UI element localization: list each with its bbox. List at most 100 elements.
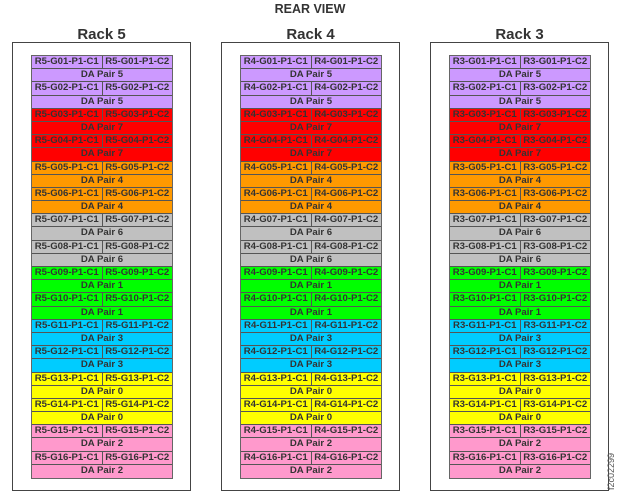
pair-row: DA Pair 4 xyxy=(32,201,172,215)
da-pair-label: DA Pair 6 xyxy=(498,253,542,265)
port-cell: R3-G09-P1-C1 xyxy=(452,267,517,278)
pair-row: DA Pair 7 xyxy=(450,121,590,136)
port-cell: R3-G03-P1-C2 xyxy=(519,108,591,121)
da-pair-label: DA Pair 4 xyxy=(498,201,542,213)
da-pair-label: DA Pair 0 xyxy=(80,385,124,397)
port-cell: R4-G07-P1-C1 xyxy=(243,214,308,226)
port-cell: R5-G03-P1-C1 xyxy=(34,108,99,120)
port-cell: R4-G11-P1-C2 xyxy=(310,319,382,332)
port-cell: R5-G03-P1-C2 xyxy=(101,108,173,121)
pair-row: DA Pair 6 xyxy=(32,253,172,267)
port-row: R4-G14-P1-C1 R4-G14-P1-C2 xyxy=(241,398,382,413)
port-cell: R4-G03-P1-C1 xyxy=(243,108,308,120)
port-cell: R5-G09-P1-C2 xyxy=(101,267,173,280)
port-row: R5-G01-P1-C1 R5-G01-P1-C2 xyxy=(32,56,172,70)
port-cell: R5-G05-P1-C1 xyxy=(34,161,99,173)
port-cell: R4-G14-P1-C2 xyxy=(310,398,382,412)
da-pair-label: DA Pair 2 xyxy=(498,438,542,450)
pair-row: DA Pair 1 xyxy=(450,306,590,320)
adapter-column: R5-G01-P1-C1 R5-G01-P1-C2 DA Pair 5 R5-G02-… xyxy=(31,55,173,479)
da-pair-label: DA Pair 3 xyxy=(498,359,542,371)
port-row: R3-G16-P1-C1 R3-G16-P1-C2 xyxy=(450,451,591,465)
port-cell: R4-G16-P1-C1 xyxy=(243,451,308,463)
port-row: R4-G01-P1-C1 R4-G01-P1-C2 xyxy=(241,56,382,70)
da-pair-label: DA Pair 3 xyxy=(289,359,333,371)
port-row: R5-G09-P1-C1 R5-G09-P1-C2 xyxy=(32,267,173,281)
port-cell: R4-G12-P1-C2 xyxy=(310,346,382,359)
pair-row: DA Pair 6 xyxy=(241,253,381,267)
pair-row: DA Pair 0 xyxy=(450,412,590,426)
port-cell: R5-G14-P1-C2 xyxy=(101,398,173,412)
pair-row: DA Pair 4 xyxy=(450,174,590,188)
port-cell: R3-G10-P1-C2 xyxy=(519,293,591,306)
port-row: R3-G09-P1-C1 R3-G09-P1-C2 xyxy=(450,267,590,281)
da-pair-label: DA Pair 2 xyxy=(80,438,124,450)
pair-row: DA Pair 3 xyxy=(450,332,590,347)
port-cell: R3-G12-P1-C2 xyxy=(519,346,591,359)
pair-row: DA Pair 1 xyxy=(32,306,172,320)
port-row: R4-G02-P1-C1 R4-G02-P1-C2 xyxy=(241,82,382,96)
port-cell: R3-G02-P1-C1 xyxy=(452,82,517,94)
port-row: R5-G04-P1-C1 R5-G04-P1-C2 xyxy=(32,135,173,149)
port-row: R4-G05-P1-C1 R4-G05-P1-C2 xyxy=(241,161,381,175)
port-cell: R5-G06-P1-C1 xyxy=(34,187,99,199)
port-cell: R3-G11-P1-C1 xyxy=(453,319,517,331)
port-cell: R4-G13-P1-C1 xyxy=(243,372,308,384)
port-cell: R5-G15-P1-C2 xyxy=(101,425,173,438)
port-cell: R3-G16-P1-C2 xyxy=(519,451,591,464)
port-cell: R3-G05-P1-C1 xyxy=(452,161,517,173)
pair-row: DA Pair 0 xyxy=(32,412,172,426)
port-cell: R5-G15-P1-C1 xyxy=(34,425,99,437)
port-cell: R4-G12-P1-C1 xyxy=(243,346,308,358)
port-cell: R5-G02-P1-C2 xyxy=(101,82,173,95)
pair-row: DA Pair 3 xyxy=(450,359,590,373)
port-cell: R4-G02-P1-C2 xyxy=(310,82,382,95)
port-row: R5-G12-P1-C1 R5-G12-P1-C2 xyxy=(32,346,172,360)
port-row: R5-G06-P1-C1 R5-G06-P1-C2 xyxy=(32,187,172,202)
port-cell: R4-G04-P1-C2 xyxy=(310,135,382,148)
pair-row: DA Pair 0 xyxy=(450,385,590,399)
da-pair-label: DA Pair 2 xyxy=(289,438,333,450)
pair-row: DA Pair 5 xyxy=(32,69,172,83)
port-row: R3-G12-P1-C1 R3-G12-P1-C2 xyxy=(450,346,591,360)
port-cell: R5-G07-P1-C1 xyxy=(34,214,99,226)
port-row: R5-G14-P1-C1 R5-G14-P1-C2 xyxy=(32,398,173,413)
port-row: R4-G08-P1-C1 R4-G08-P1-C2 xyxy=(241,240,381,254)
da-pair-label: DA Pair 3 xyxy=(289,332,333,344)
da-pair-label: DA Pair 6 xyxy=(498,227,542,239)
pair-row: DA Pair 4 xyxy=(32,174,172,188)
port-cell: R4-G02-P1-C1 xyxy=(243,82,308,94)
port-cell: R4-G16-P1-C2 xyxy=(310,451,382,464)
port-cell: R3-G10-P1-C1 xyxy=(452,293,517,305)
port-cell: R3-G06-P1-C2 xyxy=(519,187,591,201)
da-pair-label: DA Pair 1 xyxy=(498,306,542,318)
pair-row: DA Pair 3 xyxy=(32,359,172,373)
port-cell: R5-G13-P1-C1 xyxy=(34,372,99,384)
pair-row: DA Pair 6 xyxy=(32,227,172,241)
port-row: R3-G03-P1-C1 R3-G03-P1-C2 xyxy=(450,108,591,122)
pair-row: DA Pair 2 xyxy=(450,438,590,452)
pair-row: DA Pair 7 xyxy=(241,121,381,136)
port-cell: R3-G06-P1-C1 xyxy=(452,187,517,199)
pair-row: DA Pair 7 xyxy=(241,148,381,162)
adapter-column: R3-G01-P1-C1 R3-G01-P1-C2 DA Pair 5 R3-G02-… xyxy=(449,55,591,479)
pair-row: DA Pair 7 xyxy=(32,148,172,162)
port-cell: R3-G08-P1-C1 xyxy=(452,240,517,252)
pair-row: DA Pair 5 xyxy=(32,95,172,109)
pair-row: DA Pair 1 xyxy=(241,280,381,294)
da-pair-label: DA Pair 1 xyxy=(289,306,333,318)
da-pair-label: DA Pair 6 xyxy=(80,253,124,265)
pair-row: DA Pair 2 xyxy=(450,464,590,478)
port-cell: R4-G09-P1-C1 xyxy=(243,267,308,278)
pair-row: DA Pair 5 xyxy=(450,69,590,83)
port-cell: R4-G01-P1-C2 xyxy=(310,56,382,69)
port-cell: R4-G03-P1-C2 xyxy=(310,108,382,121)
port-cell: R4-G01-P1-C1 xyxy=(243,56,308,67)
port-cell: R3-G15-P1-C1 xyxy=(452,425,517,437)
port-cell: R3-G13-P1-C2 xyxy=(519,372,591,385)
port-row: R5-G08-P1-C1 R5-G08-P1-C2 xyxy=(32,240,172,254)
port-row: R5-G07-P1-C1 R5-G07-P1-C2 xyxy=(32,214,172,228)
port-cell: R5-G04-P1-C2 xyxy=(101,135,173,148)
pair-row: DA Pair 3 xyxy=(32,332,172,347)
port-cell: R4-G10-P1-C1 xyxy=(243,293,308,305)
